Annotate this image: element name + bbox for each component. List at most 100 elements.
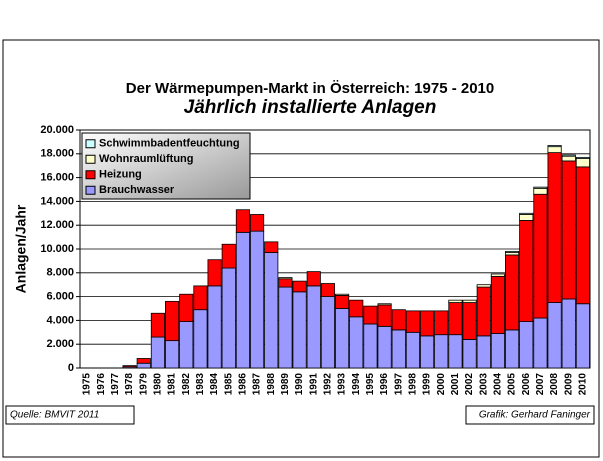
x-tick-label: 1995	[365, 373, 376, 396]
bar-segment	[264, 241, 279, 253]
bar-segment	[561, 154, 576, 157]
bar-segment	[505, 254, 520, 331]
legend-label: Brauchwasser	[99, 184, 175, 196]
bar-segment	[462, 302, 477, 340]
legend-swatch	[85, 185, 96, 195]
bar-segment	[420, 335, 435, 369]
bar-segment	[292, 291, 307, 369]
x-tick-label: 1987	[252, 373, 263, 396]
bar-segment	[136, 358, 151, 364]
bar-segment	[278, 286, 293, 369]
bar-segment	[235, 231, 250, 369]
bar-segment	[575, 303, 590, 369]
bar-segment	[335, 293, 350, 296]
chart-subtitle: Jährlich installierte Anlagen	[184, 97, 437, 118]
x-tick-label: 1996	[379, 373, 390, 396]
bar-segment	[349, 299, 364, 318]
bar-segment	[264, 252, 279, 369]
x-tick-label: 1998	[408, 373, 419, 396]
legend-swatch	[85, 139, 96, 149]
legend-swatch	[85, 154, 96, 164]
x-tick-label: 2008	[549, 373, 560, 396]
bar-segment	[207, 285, 222, 369]
bar-segment	[221, 243, 236, 269]
x-tick-label: 1990	[294, 373, 305, 396]
bar-segment	[150, 336, 165, 369]
bar-segment	[434, 310, 449, 336]
x-tick-label: 2005	[507, 373, 518, 396]
bar-segment	[150, 312, 165, 338]
bar-segment	[519, 321, 534, 369]
bar-segment	[575, 166, 590, 305]
bar-segment	[363, 323, 378, 369]
x-tick-label: 1979	[138, 373, 149, 396]
legend-box	[81, 132, 251, 200]
bar-segment	[476, 286, 491, 337]
x-tick-label: 2002	[464, 373, 475, 396]
x-tick-label: 2003	[478, 373, 489, 396]
y-tick-label: 4.000	[46, 314, 74, 326]
bar-segment	[405, 310, 420, 333]
x-tick-label: 1985	[223, 373, 234, 396]
x-tick-label: 1997	[393, 373, 404, 396]
credit-box	[465, 405, 595, 425]
bar-segment	[363, 305, 378, 325]
x-tick-label: 1975	[82, 373, 93, 396]
x-tick-label: 1994	[351, 373, 362, 396]
bar-segment	[561, 298, 576, 369]
bar-segment	[476, 284, 491, 288]
bar-segment	[320, 296, 335, 369]
legend-label: Wohnraumlüftung	[99, 153, 194, 165]
bar-segment	[462, 299, 477, 303]
source: Quelle: BMVIT 2011	[10, 410, 99, 421]
bar-segment	[505, 250, 520, 253]
x-tick-label: 1982	[181, 373, 192, 396]
bar-segment	[547, 302, 562, 369]
bar-segment	[575, 156, 590, 159]
x-tick-label: 1981	[167, 373, 178, 396]
x-tick-label: 1984	[209, 373, 220, 396]
bar-segment	[462, 339, 477, 369]
bar-segment	[561, 155, 576, 162]
bar-segment	[306, 285, 321, 369]
bar-segment	[448, 302, 463, 336]
bar-segment	[490, 275, 505, 334]
bar-segment	[377, 303, 392, 306]
x-tick-label: 2004	[493, 373, 504, 396]
x-tick-label: 1993	[337, 373, 348, 396]
y-tick-label: 12.000	[40, 219, 74, 231]
bar-segment	[377, 304, 392, 327]
legend-swatch	[85, 170, 96, 180]
y-tick-label: 2.000	[46, 338, 74, 350]
bar-segment	[547, 145, 562, 148]
y-tick-label: 6.000	[46, 291, 74, 303]
bar-segment	[193, 285, 208, 311]
x-tick-label: 2001	[450, 373, 461, 396]
bar-segment	[179, 293, 194, 322]
bar-segment	[122, 365, 137, 368]
x-tick-label: 1988	[266, 373, 277, 396]
x-tick-label: 2007	[535, 373, 546, 396]
x-tick-label: 2006	[521, 373, 532, 396]
bar-segment	[420, 310, 435, 337]
bar-segment	[561, 160, 576, 300]
bar-segment	[391, 329, 406, 369]
y-tick-label: 18.000	[40, 148, 74, 160]
bar-segment	[235, 209, 250, 233]
bar-segment	[349, 316, 364, 369]
bar-segment	[292, 280, 307, 293]
bar-segment	[335, 295, 350, 309]
y-tick-label: 0	[68, 362, 74, 374]
bar-segment	[533, 187, 548, 195]
bar-segment	[519, 220, 534, 322]
y-tick-label: 16.000	[40, 172, 74, 184]
bar-segment	[405, 331, 420, 369]
x-tick-label: 1978	[124, 373, 135, 396]
bar-segment	[533, 317, 548, 369]
bar-segment	[278, 277, 293, 280]
bar-segment	[306, 271, 321, 287]
y-tick-label: 14.000	[40, 195, 74, 207]
chart-title: Der Wärmepumpen-Markt in Österreich: 197…	[126, 80, 494, 97]
bar-segment	[136, 362, 151, 369]
x-tick-label: 1977	[110, 373, 121, 396]
